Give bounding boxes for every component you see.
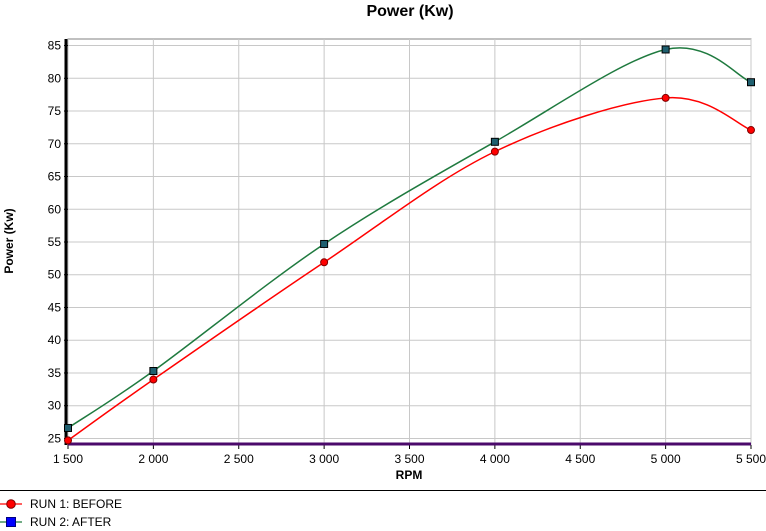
y-tick-label: 35 bbox=[48, 366, 62, 380]
chart-axes bbox=[64, 39, 752, 449]
y-tick-label: 60 bbox=[48, 202, 62, 216]
x-tick-label: 3 000 bbox=[309, 452, 339, 466]
x-tick-label: 5 500 bbox=[736, 452, 766, 466]
y-tick-label: 50 bbox=[48, 268, 62, 282]
y-tick-label: 80 bbox=[48, 71, 62, 85]
data-point-run1 bbox=[64, 436, 72, 445]
y-tick-label: 30 bbox=[48, 399, 62, 413]
legend-item-run2: RUN 2: AFTER bbox=[0, 514, 111, 530]
legend-item-run1: RUN 1: BEFORE bbox=[0, 496, 122, 512]
x-tick-label: 4 500 bbox=[565, 452, 595, 466]
legend-label-run2: RUN 2: AFTER bbox=[30, 515, 112, 529]
legend-marker-run1 bbox=[0, 499, 22, 509]
x-tick-label: 4 000 bbox=[480, 452, 510, 466]
y-tick-label: 70 bbox=[48, 137, 62, 151]
data-point-run2 bbox=[320, 239, 329, 248]
y-tick-label: 55 bbox=[48, 235, 62, 249]
data-point-run2 bbox=[661, 45, 670, 54]
y-tick-label: 75 bbox=[48, 104, 62, 118]
legend-divider bbox=[0, 490, 766, 491]
x-axis-label: RPM bbox=[396, 468, 423, 482]
data-point-run1 bbox=[490, 147, 499, 156]
data-point-run1 bbox=[320, 258, 329, 267]
power-chart: Power (Kw) 1 500 2 000 2 500 3 000 3 500 4 00… bbox=[2, 3, 766, 482]
y-tick-label: 25 bbox=[48, 431, 62, 445]
x-tick-label: 1 500 bbox=[53, 452, 83, 466]
data-point-run2 bbox=[149, 367, 158, 376]
legend-label-run1: RUN 1: BEFORE bbox=[30, 497, 123, 511]
y-tick-label: 65 bbox=[48, 170, 62, 184]
y-axis-label: Power (Kw) bbox=[2, 208, 16, 273]
data-point-run2 bbox=[64, 423, 72, 432]
y-tick-label: 40 bbox=[48, 333, 62, 347]
data-point-run1 bbox=[149, 375, 158, 384]
data-point-run1 bbox=[661, 93, 670, 102]
x-tick-label: 5 000 bbox=[651, 452, 681, 466]
x-tick-label: 2 000 bbox=[138, 452, 168, 466]
data-point-run1 bbox=[747, 126, 755, 135]
series-group bbox=[64, 45, 755, 445]
y-tick-label: 85 bbox=[48, 39, 62, 53]
y-tick-label: 45 bbox=[48, 300, 62, 314]
legend-marker-run2 bbox=[0, 517, 22, 527]
x-tick-label: 2 500 bbox=[224, 452, 254, 466]
data-point-run2 bbox=[747, 78, 755, 87]
y-tick-labels: 25 30 35 40 45 50 55 60 65 70 75 80 85 bbox=[48, 39, 62, 446]
x-tick-labels: 1 500 2 000 2 500 3 000 3 500 4 000 4 500 5 000… bbox=[53, 452, 766, 466]
data-point-run2 bbox=[490, 137, 499, 146]
x-tick-label: 3 500 bbox=[394, 452, 424, 466]
chart-grid bbox=[67, 38, 752, 446]
chart-title: Power (Kw) bbox=[366, 3, 453, 20]
